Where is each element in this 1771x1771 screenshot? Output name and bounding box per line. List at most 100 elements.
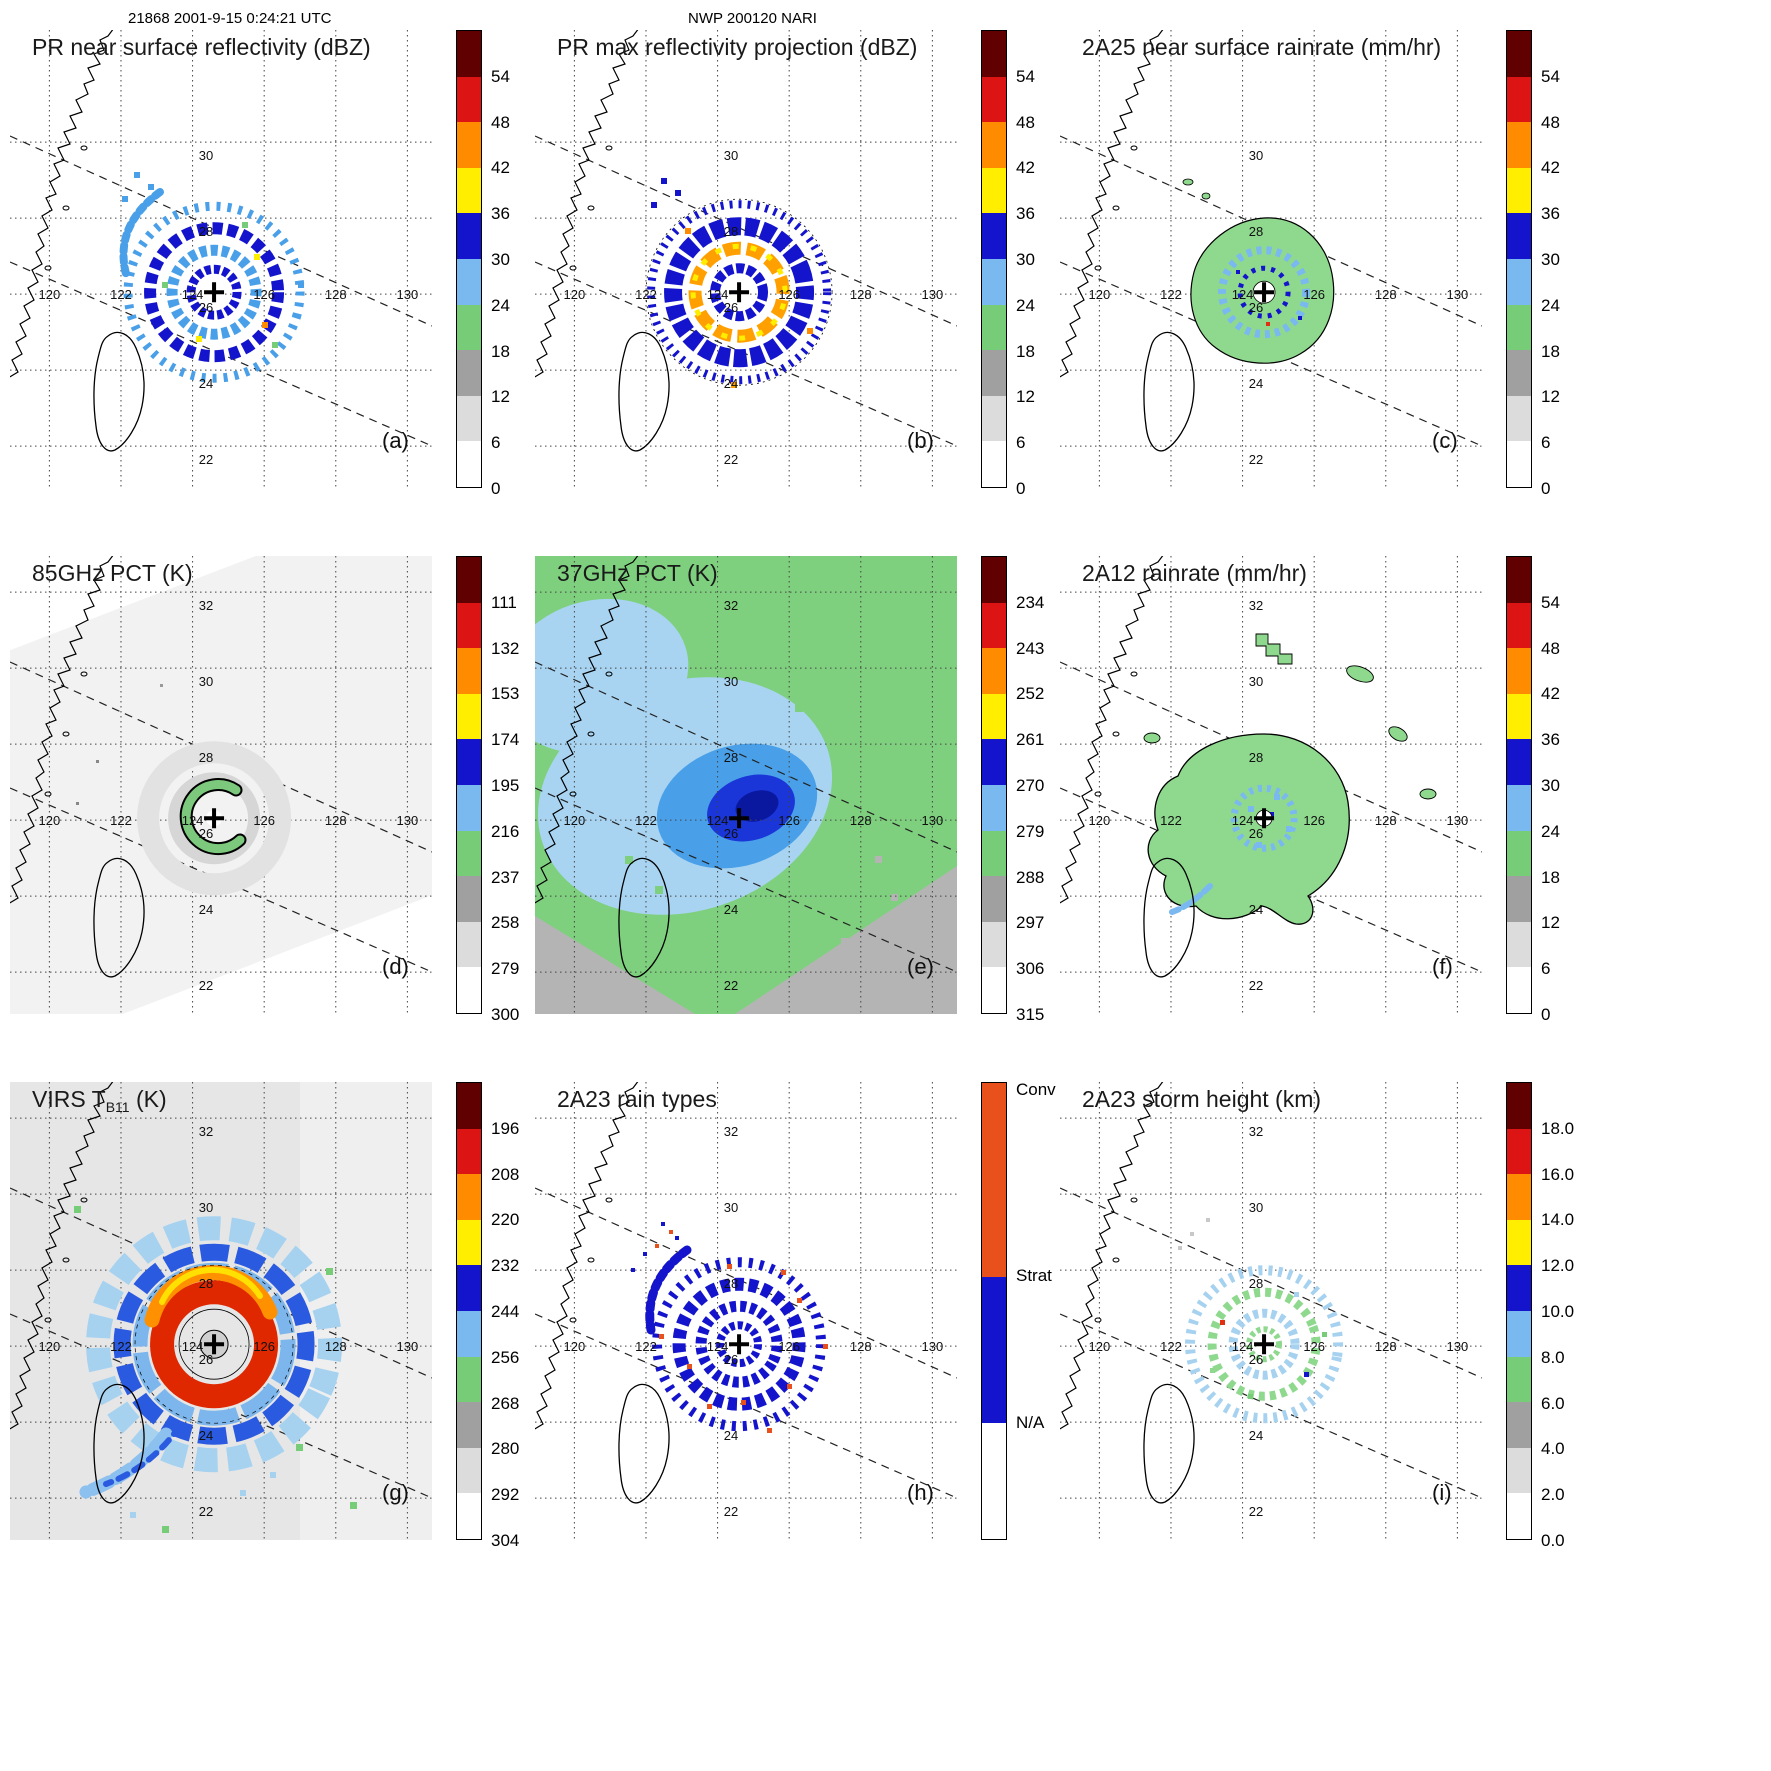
colorbar-segment xyxy=(457,1083,481,1129)
lon-label: 128 xyxy=(850,287,872,302)
colorbar-segment xyxy=(1507,1356,1531,1403)
colorbar-tick: 243 xyxy=(1016,638,1045,658)
lat-label: 22 xyxy=(1249,1504,1263,1519)
colorbar-segment xyxy=(982,739,1006,785)
colorbar-segment xyxy=(982,830,1006,877)
colorbar-tick: 24 xyxy=(1541,295,1560,315)
coastlines xyxy=(535,30,670,452)
lon-label: 126 xyxy=(778,1339,800,1354)
colorbar-tick: 12 xyxy=(1541,913,1560,933)
lon-label: 120 xyxy=(39,287,61,302)
lon-label: 124 xyxy=(707,287,729,302)
colorbar xyxy=(1506,30,1532,488)
colorbar-tick: 195 xyxy=(491,776,520,795)
lat-label: 26 xyxy=(1249,826,1263,841)
colorbar-segment xyxy=(982,441,1006,487)
panel-letter: (g) xyxy=(382,1480,409,1505)
lat-label: 24 xyxy=(1249,376,1263,391)
lon-label: 128 xyxy=(850,1339,872,1354)
colorbar-segment xyxy=(457,1265,481,1311)
lon-label: 122 xyxy=(110,813,132,828)
grid-labels: 120 122 124 126 128 130 32 30 28 26 24 22 xyxy=(39,1124,419,1519)
colorbar-tick: 208 xyxy=(491,1164,520,1184)
panel-title: 2A12 rainrate (mm/hr) xyxy=(1082,560,1307,586)
lat-label: 30 xyxy=(199,1200,213,1215)
colorbar-tick: 54 xyxy=(1541,66,1560,86)
lat-label: 32 xyxy=(199,1124,213,1139)
lon-label: 128 xyxy=(1375,1339,1397,1354)
colorbar-tick: 36 xyxy=(1541,730,1560,750)
colorbar-tick: 12 xyxy=(491,387,510,407)
colorbar-tick: 54 xyxy=(491,66,510,86)
colorbar-segment xyxy=(1507,648,1531,694)
coastline-china xyxy=(1060,1082,1164,1430)
colorbar-segment xyxy=(457,395,481,442)
colorbar-tick: 6 xyxy=(491,433,501,453)
grid-labels: 120 122 124 126 128 130 30 28 26 24 22 xyxy=(39,148,419,467)
lon-label: 130 xyxy=(922,813,944,828)
lon-label: 120 xyxy=(39,813,61,828)
panel-title: VIRS TB11 (K) xyxy=(32,1086,167,1115)
storm-center-marker xyxy=(1254,1334,1275,1355)
colorbar-tick: 268 xyxy=(491,1393,520,1413)
map-b: 120 122 124 126 128 130 30 28 26 24 22 xyxy=(535,30,957,488)
storm-center-marker xyxy=(204,808,225,829)
lon-label: 130 xyxy=(922,287,944,302)
colorbar-tick: 153 xyxy=(491,684,520,704)
colorbar-tick: 300 xyxy=(491,1005,520,1024)
colorbar-segment xyxy=(1507,76,1531,123)
coastlines xyxy=(10,30,145,452)
grid-labels: 120 122 124 126 128 130 32 30 28 26 24 22 xyxy=(1089,1124,1469,1519)
coastline-china xyxy=(1060,556,1164,904)
colorbar-tick: 24 xyxy=(1016,295,1035,315)
colorbar-tick: 256 xyxy=(491,1347,520,1367)
colorbar-segment xyxy=(982,122,1006,168)
colorbar-segment xyxy=(1507,213,1531,259)
lon-label: 130 xyxy=(1447,287,1469,302)
lon-label: 130 xyxy=(397,287,419,302)
lon-label: 120 xyxy=(1089,287,1111,302)
colorbar-segment xyxy=(457,1219,481,1266)
colorbar-tick: 42 xyxy=(491,158,510,178)
colorbar-segment xyxy=(1507,1493,1531,1539)
colorbar-tick: 30 xyxy=(1541,776,1560,795)
colorbar-segment xyxy=(457,693,481,740)
colorbar-tick: 18 xyxy=(1541,867,1560,887)
coastline-taiwan xyxy=(618,857,670,978)
lon-label: 124 xyxy=(707,813,729,828)
colorbar-segment xyxy=(1507,1128,1531,1175)
colorbar-tick: 288 xyxy=(1016,867,1045,887)
colorbar-tick: 30 xyxy=(1016,250,1035,269)
coastline-taiwan xyxy=(93,1383,145,1504)
lat-label: 24 xyxy=(724,376,738,391)
lon-label: 124 xyxy=(1232,813,1254,828)
colorbar xyxy=(456,30,482,488)
panel-f: 120 122 124 126 128 130 32 30 28 26 24 22 2A12 rainr… xyxy=(1060,556,1585,1076)
colorbar-segment xyxy=(457,213,481,259)
panel-letter: (d) xyxy=(382,954,409,979)
coastline-china xyxy=(10,556,114,904)
colorbar-tick: 42 xyxy=(1541,158,1560,178)
colorbar-tick: 6.0 xyxy=(1541,1393,1565,1413)
colorbar-tick: 14.0 xyxy=(1541,1210,1575,1230)
coastline-china xyxy=(535,556,639,904)
map-f: 120 122 124 126 128 130 32 30 28 26 24 22 xyxy=(1060,556,1482,1014)
colorbar-segment xyxy=(457,602,481,649)
colorbar-segment xyxy=(1507,1265,1531,1311)
coastlines xyxy=(1060,556,1195,978)
lon-label: 120 xyxy=(39,1339,61,1354)
grid-lines xyxy=(535,30,957,488)
colorbar-tick: 6 xyxy=(1541,433,1551,453)
colorbar-tick: 279 xyxy=(1016,821,1045,841)
colorbar-tick: N/A xyxy=(1016,1413,1045,1432)
colorbar-segment xyxy=(457,1402,481,1448)
coastline-taiwan xyxy=(93,857,145,978)
lat-label: 26 xyxy=(199,1352,213,1367)
coastlines xyxy=(10,1082,145,1504)
lon-label: 128 xyxy=(325,813,347,828)
colorbar-tick: 42 xyxy=(1541,684,1560,704)
colorbar-tick: 0 xyxy=(491,479,501,498)
panel-title: 2A25 near surface rainrate (mm/hr) xyxy=(1082,34,1442,60)
panel-title-text: VIRS T xyxy=(32,1086,106,1112)
lon-label: 126 xyxy=(1303,813,1325,828)
